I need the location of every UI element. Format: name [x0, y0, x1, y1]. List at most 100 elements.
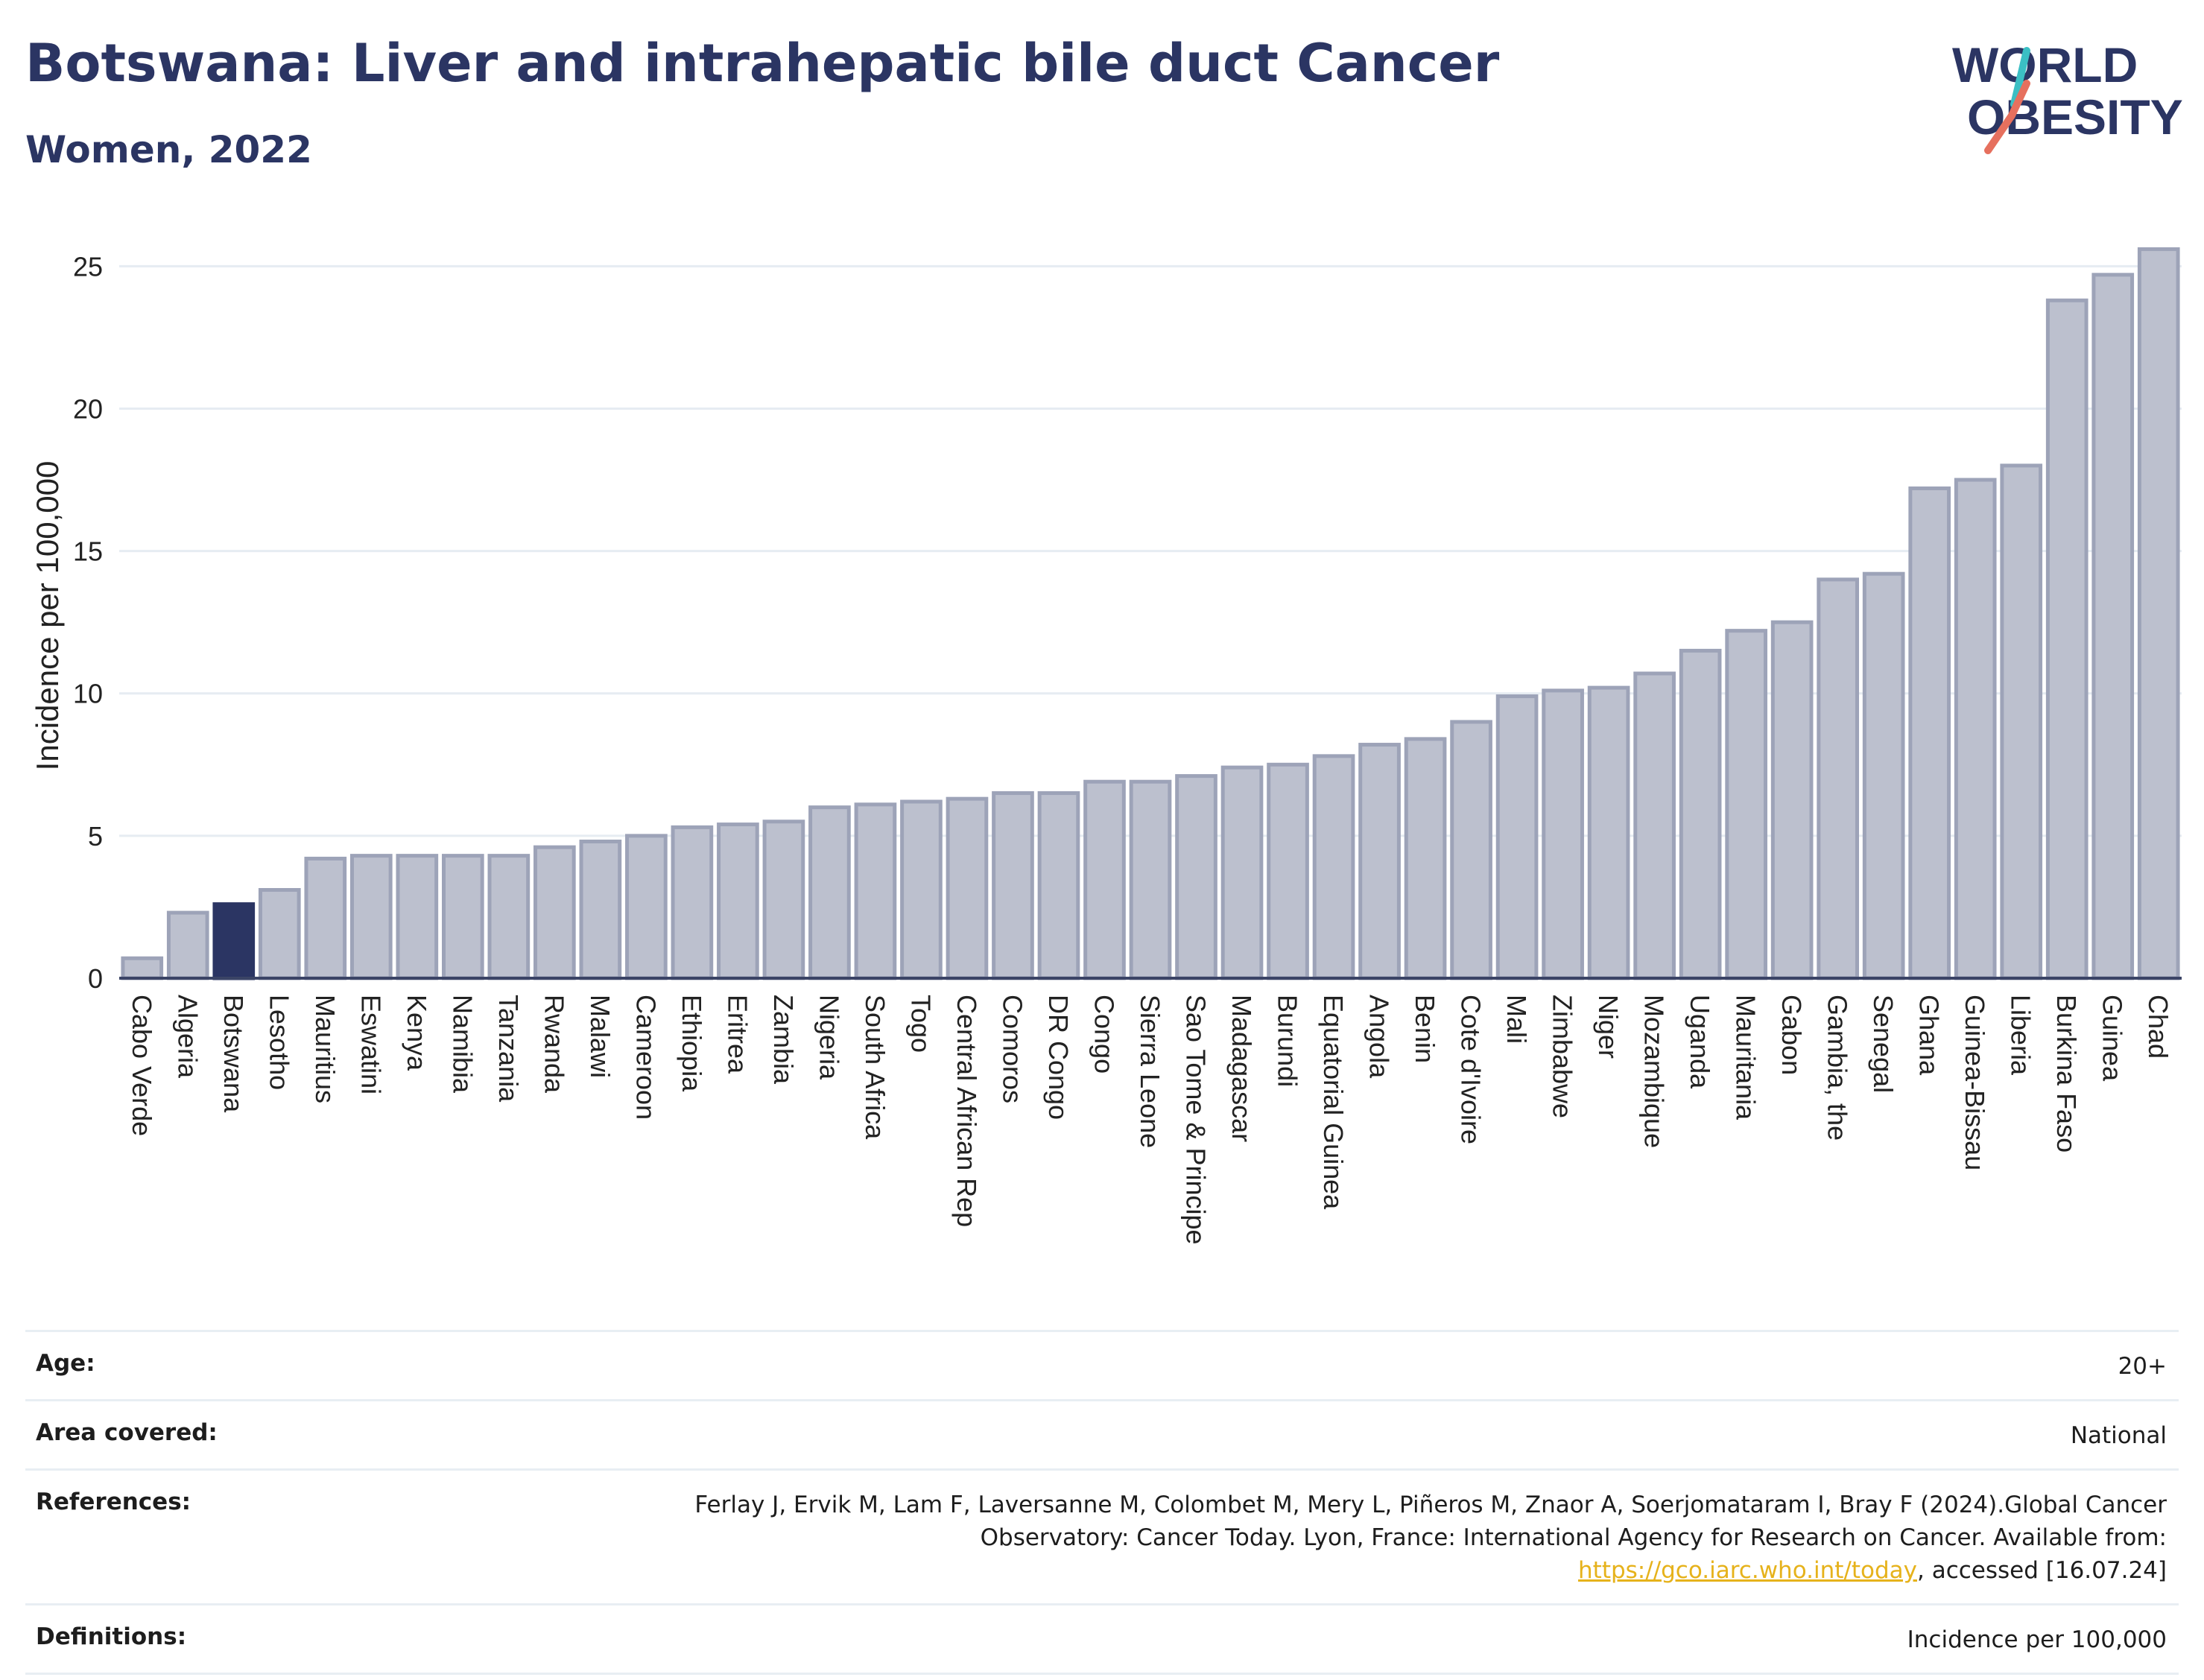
bar [1267, 762, 1309, 980]
references-value: Ferlay J, Ervik M, Lam F, Laversanne M, … [677, 1489, 2167, 1587]
y-tick-label: 0 [88, 963, 103, 994]
x-tick-label: Liberia [2006, 995, 2036, 1076]
x-tick-label: Chad [2143, 995, 2173, 1059]
x-tick-label: Benin [1410, 995, 1440, 1063]
bar [2045, 298, 2089, 980]
x-tick-label: Congo [1089, 995, 1119, 1074]
bar-chart: 0 5 10 15 20 25 Incidence per 100,000 Cabo Verd… [30, 247, 2182, 1245]
y-tick-label: 5 [88, 821, 103, 852]
x-tick-label: Comoros [997, 995, 1027, 1103]
x-tick-label: Equatorial Guinea [1318, 995, 1349, 1210]
x-tick-label: Gambia, the [1823, 995, 1853, 1141]
bar [1450, 720, 1492, 980]
x-tick-label: Kenya [402, 995, 432, 1071]
x-tick-label: Ghana [1914, 995, 1945, 1076]
x-tick-label: Guinea [2097, 995, 2128, 1082]
bar [1312, 754, 1355, 980]
bar [166, 910, 209, 980]
x-tick-label: Eritrea [722, 995, 753, 1074]
x-tick-label: Algeria [172, 995, 203, 1079]
x-tick-label: Togo [905, 995, 936, 1053]
x-tick-label: South Africa [860, 995, 890, 1140]
x-tick-label: Madagascar [1226, 995, 1257, 1142]
bar [946, 796, 989, 980]
x-tick-label: Guinea-Bissau [1960, 995, 1990, 1170]
info-table: Age: 20+ Area covered: National Referenc… [25, 1330, 2179, 1675]
page-subtitle: Women, 2022 [25, 128, 312, 171]
x-tick-label: Burundi [1273, 995, 1303, 1087]
bar [258, 887, 301, 980]
x-tick-label: Ethiopia [677, 995, 707, 1092]
bar [1083, 779, 1126, 980]
x-tick-label: Rwanda [539, 995, 569, 1094]
bar [854, 802, 897, 980]
bar [900, 799, 943, 980]
y-tick-label: 10 [73, 679, 103, 709]
bar [1817, 577, 1860, 980]
y-tick-label: 20 [73, 393, 103, 424]
bar [2000, 463, 2043, 980]
bar [625, 834, 668, 980]
bar [441, 854, 484, 980]
x-tick-label: Nigeria [814, 995, 844, 1080]
definitions-row: Definitions: Incidence per 100,000 [25, 1603, 2179, 1675]
references-row: References: Ferlay J, Ervik M, Lam F, La… [25, 1468, 2179, 1603]
x-tick-label: DR Congo [1043, 995, 1074, 1120]
bar [1770, 620, 1814, 980]
x-tick-label: Gabon [1776, 995, 1807, 1075]
bar [304, 856, 347, 980]
bar [533, 845, 576, 980]
x-tick-label: Sierra Leone [1135, 995, 1165, 1148]
bar [487, 854, 531, 980]
x-tick-label: Central African Rep [951, 995, 982, 1227]
bar [1495, 694, 1539, 980]
definitions-value: Incidence per 100,000 [1907, 1626, 2167, 1653]
svg-text:WORLD: WORLD [1952, 37, 2138, 92]
x-tick-label: Sao Tome & Principe [1181, 995, 1212, 1245]
bar [1220, 765, 1264, 980]
references-link[interactable]: https://gco.iarc.who.int/today [1578, 1557, 1917, 1584]
age-row: Age: 20+ [25, 1330, 2179, 1399]
x-tick-label: Angola [1364, 995, 1395, 1079]
references-text: Ferlay J, Ervik M, Lam F, Laversanne M, … [694, 1492, 2167, 1551]
bar [1908, 486, 1951, 980]
bar [1175, 774, 1217, 980]
bar [1358, 743, 1401, 980]
bar [1587, 685, 1630, 980]
bar [2137, 247, 2180, 980]
x-tick-label: Cote d'Ivoire [1456, 995, 1486, 1144]
age-value: 20+ [2118, 1353, 2167, 1380]
bar [1633, 671, 1676, 980]
x-tick-label: Niger [1593, 995, 1624, 1059]
x-tick-label: Eswatini [355, 995, 386, 1094]
bar [396, 854, 439, 980]
x-tick-label: Namibia [447, 995, 478, 1094]
x-tick-label: Zambia [768, 995, 799, 1085]
area-value: National [2070, 1422, 2167, 1449]
bar [121, 956, 164, 980]
y-axis-label: Incidence per 100,000 [30, 461, 65, 771]
bar [1542, 688, 1584, 980]
world-obesity-logo: WORLD OBESITY [1952, 37, 2183, 154]
bar [1037, 791, 1080, 980]
x-tick-label: Burkina Faso [2051, 995, 2082, 1153]
bar [579, 840, 622, 980]
x-tick-label: Mauritania [1731, 995, 1761, 1120]
bar [349, 854, 393, 980]
x-tick-label: Zimbabwe [1548, 995, 1578, 1118]
bar [1862, 571, 1905, 980]
x-tick-label: Botswana [218, 995, 249, 1113]
bar [2091, 273, 2135, 980]
x-tick-label: Mauritius [310, 995, 341, 1103]
x-tick-label: Malawi [585, 995, 615, 1078]
area-row: Area covered: National [25, 1399, 2179, 1468]
x-tick-label: Lesotho [264, 995, 294, 1090]
y-tick-label: 15 [73, 536, 103, 567]
area-label: Area covered: [36, 1419, 218, 1446]
bar [762, 820, 805, 980]
bar [671, 825, 714, 980]
references-label: References: [36, 1489, 191, 1515]
x-tick-label: Senegal [1868, 995, 1899, 1093]
bar [1679, 648, 1722, 980]
references-suffix: , accessed [16.07.24] [1916, 1557, 2167, 1584]
